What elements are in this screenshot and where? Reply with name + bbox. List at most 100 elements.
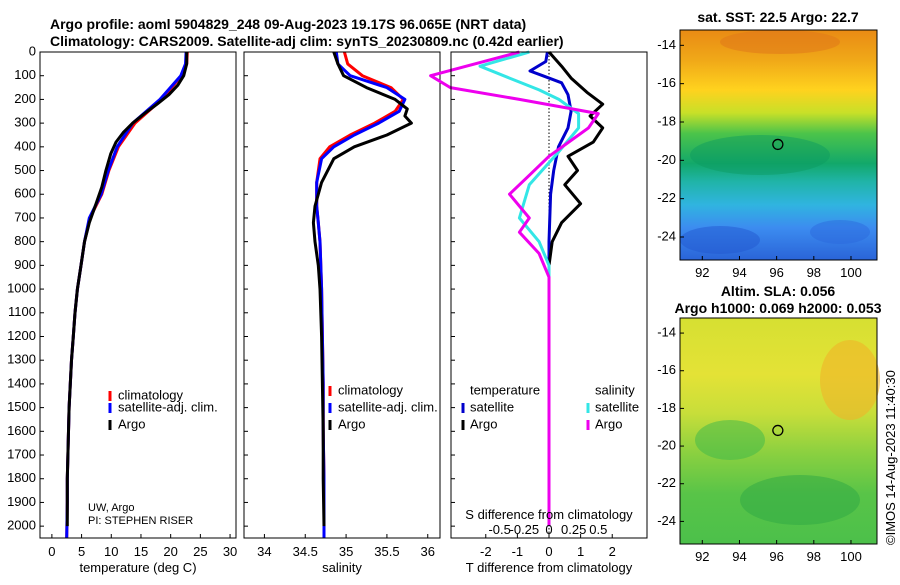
- legend-label-argo: Argo: [118, 416, 145, 431]
- x-tick-label: 35: [339, 544, 353, 559]
- depth-tick-label: 1700: [7, 446, 36, 461]
- legend-label-satellite-T: satellite: [470, 399, 514, 414]
- lat-tick-label: -16: [657, 75, 676, 90]
- depth-tick-label: 1100: [8, 304, 36, 319]
- sst-map-panel: sat. SST: 22.5 Argo: 22.7: [657, 9, 878, 280]
- lat-tick-label: -22: [657, 475, 676, 490]
- difference-panel: -2 -1 0 1 2 -0.5-0.25 0 0.25 0.5 S difference f…: [429, 50, 648, 575]
- salinity-axes-box: [243, 51, 441, 539]
- depth-tick-label: 800: [14, 233, 36, 248]
- lat-tick-label: -14: [657, 37, 676, 52]
- s-tick-label: -0.25: [510, 522, 540, 537]
- depth-tick-label: 1500: [7, 399, 36, 414]
- x-tick-label: 0: [48, 544, 55, 559]
- salinity-difference-ticks: -0.5-0.25 0 0.25 0.5: [488, 522, 607, 537]
- figure-title-line2: Climatology: CARS2009. Satellite-adj cli…: [50, 33, 564, 49]
- difference-x-ticks: -2 -1 0 1 2: [480, 534, 616, 559]
- cold-patch: [680, 226, 760, 254]
- s-tick-label: 0: [545, 522, 552, 537]
- legend-label-climatology: climatology: [338, 382, 404, 397]
- lon-tick-label: 96: [769, 549, 783, 564]
- depth-tick-label: 300: [14, 115, 36, 130]
- sla-map-axes: 92 94 96 98 100 -14 -16 -18 -20 -22 -24: [657, 325, 862, 564]
- legend-head-temperature: temperature: [470, 382, 540, 397]
- x-tick-label: 15: [134, 544, 148, 559]
- temperature-xlabel: temperature (deg C): [79, 560, 196, 575]
- depth-tick-label: 400: [14, 138, 36, 153]
- depth-tick-label: 1300: [7, 352, 36, 367]
- salinity-profile-lines: [311, 51, 413, 538]
- legend-head-salinity: salinity: [595, 382, 635, 397]
- lat-tick-label: -20: [657, 152, 676, 167]
- sla-map-panel: Altim. SLA: 0.056 Argo h1000: 0.069 h200…: [657, 283, 882, 564]
- depth-tick-label: 1400: [7, 375, 36, 390]
- legend-label-satellite: satellite-adj. clim.: [118, 399, 218, 414]
- imos-credit: ©IMOS 14-Aug-2023 11:40:30: [883, 370, 898, 545]
- lat-tick-label: -18: [657, 113, 676, 128]
- legend-label-argo-T: Argo: [470, 416, 497, 431]
- x-tick-label: 1: [577, 544, 584, 559]
- lat-tick-label: -20: [657, 438, 676, 453]
- lat-tick-label: -22: [657, 190, 676, 205]
- note-line2: PI: STEPHEN RISER: [88, 515, 193, 527]
- temperature-panel: 0 5 10 15 20 25 30 0 100 200 300 400 500 600 700 800 90…: [7, 43, 455, 575]
- float-position-marker: [772, 424, 784, 437]
- lat-tick-label: -24: [657, 228, 676, 243]
- s-tick-label: 0.5: [589, 522, 607, 537]
- sla-map-title: Altim. SLA: 0.056: [721, 283, 836, 299]
- lon-tick-label: 92: [695, 549, 709, 564]
- depth-tick-label: 0: [29, 43, 36, 58]
- sla-map-frame: [679, 317, 878, 545]
- difference-xlabel: T difference from climatology: [466, 560, 633, 575]
- figure-title-line1: Argo profile: aoml 5904829_248 09-Aug-20…: [50, 16, 526, 32]
- salinity-x-ticks: 34 34.5 35 35.5 36: [257, 534, 435, 559]
- sst-map-title: sat. SST: 22.5 Argo: 22.7: [697, 9, 859, 25]
- lon-tick-label: 94: [732, 549, 746, 564]
- x-tick-label: 30: [223, 544, 237, 559]
- lon-tick-label: 98: [807, 549, 821, 564]
- lat-tick-label: -16: [657, 362, 676, 377]
- sst-field: [680, 30, 877, 260]
- salinity-difference-label: S difference from climatology: [465, 507, 633, 522]
- x-tick-label: 10: [104, 544, 118, 559]
- depth-tick-label: 1900: [7, 494, 36, 509]
- lon-tick-label: 100: [840, 549, 862, 564]
- x-tick-label: 5: [78, 544, 85, 559]
- depth-tick-label: 200: [14, 91, 36, 106]
- x-tick-label: 25: [193, 544, 207, 559]
- series-line-argo-s: [429, 50, 600, 527]
- sst-map-axes: 92 94 96 98 100 -14 -16 -18 -20 -22 -24: [657, 37, 862, 280]
- series-line-argo: [65, 52, 189, 527]
- legend-label-satellite: satellite-adj. clim.: [338, 399, 438, 414]
- x-tick-label: 34.5: [293, 544, 318, 559]
- x-tick-label: -1: [512, 544, 524, 559]
- temperature-legend: climatology satellite-adj. clim. Argo: [108, 387, 218, 431]
- depth-tick-label: 900: [14, 257, 36, 272]
- legend-label-argo-S: Argo: [595, 416, 622, 431]
- temperature-profile-lines: [65, 51, 189, 539]
- difference-profile-lines: [429, 50, 605, 527]
- sst-map-frame: [679, 29, 878, 261]
- depth-tick-label: 1600: [7, 423, 36, 438]
- legend-label-satellite-S: satellite: [595, 399, 639, 414]
- lon-tick-label: 92: [695, 265, 709, 280]
- s-tick-label: 0.25: [561, 522, 586, 537]
- lon-tick-label: 94: [732, 265, 746, 280]
- depth-tick-label: 1000: [7, 281, 36, 296]
- salinity-legend: climatology satellite-adj. clim. Argo: [328, 382, 438, 431]
- lon-tick-label: 98: [807, 265, 821, 280]
- lon-tick-label: 96: [769, 265, 783, 280]
- x-tick-label: 34: [257, 544, 271, 559]
- cool-band: [690, 135, 830, 175]
- salinity-panel: 34 34.5 35 35.5 36 salinity climatology sate…: [243, 51, 441, 575]
- lat-tick-label: -24: [657, 513, 676, 528]
- series-line-argo: [311, 51, 413, 527]
- depth-tick-label: 600: [14, 186, 36, 201]
- sla-map-subtitle: Argo h1000: 0.069 h2000: 0.053: [674, 300, 881, 316]
- x-tick-label: 0: [545, 544, 552, 559]
- x-tick-label: -2: [480, 544, 492, 559]
- depth-tick-label: 700: [14, 209, 36, 224]
- warm-patch: [720, 30, 840, 54]
- depth-tick-label: 2000: [7, 518, 36, 533]
